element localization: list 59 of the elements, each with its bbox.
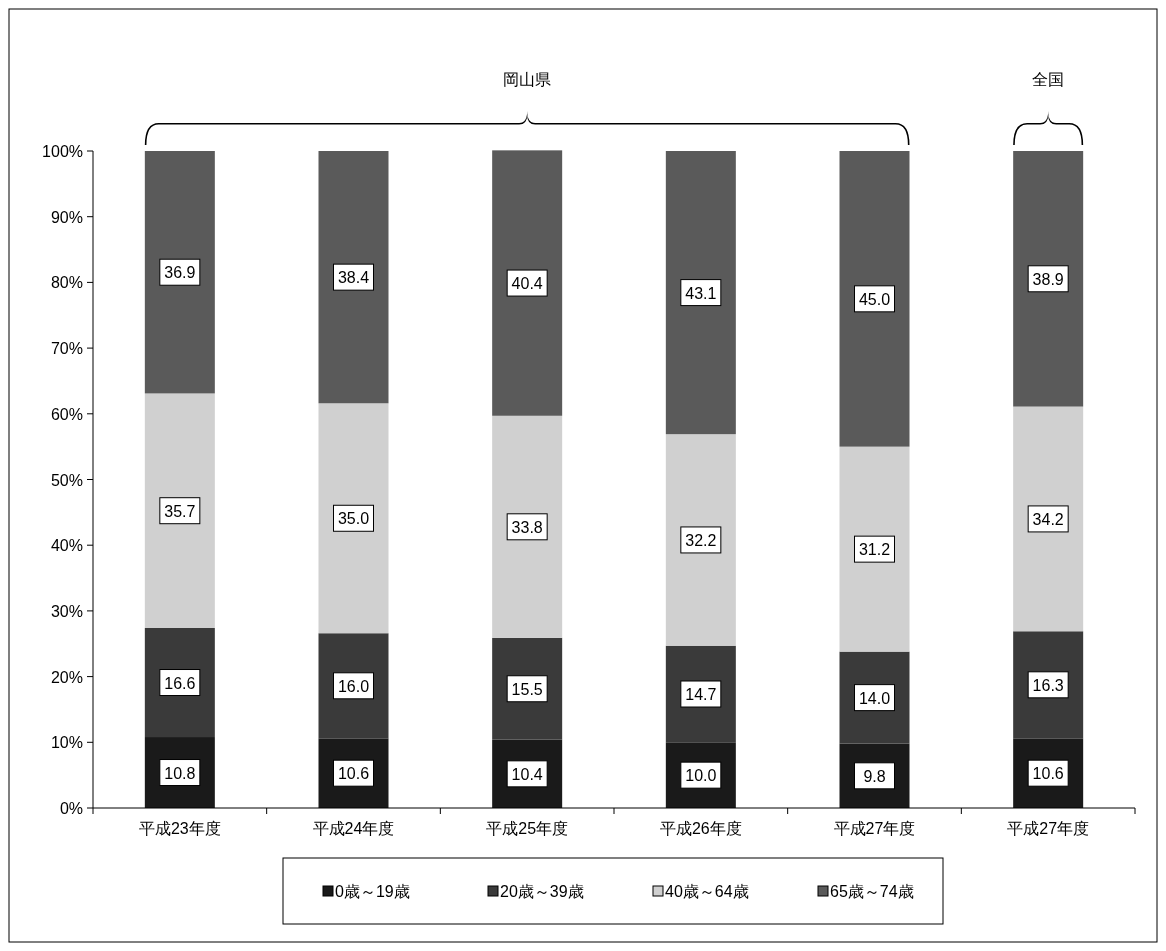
bar — [839, 446, 910, 652]
data-label: 10.8 — [164, 764, 196, 782]
bar — [492, 150, 563, 416]
data-label: 16.3 — [1032, 676, 1064, 694]
data-label: 36.9 — [164, 264, 196, 282]
data-label: 38.9 — [1032, 270, 1064, 288]
bar — [318, 403, 389, 634]
data-label: 16.0 — [337, 677, 370, 695]
data-label: 10.6 — [1032, 765, 1064, 783]
data-label: 15.5 — [511, 680, 543, 698]
bar — [665, 151, 736, 435]
data-label: 9.8 — [863, 767, 886, 785]
y-tick-label: 90% — [50, 208, 83, 226]
data-label: 32.2 — [685, 531, 717, 549]
bar — [492, 415, 563, 638]
bar — [318, 151, 389, 404]
bar — [144, 393, 215, 628]
data-label: 16.6 — [164, 674, 196, 692]
data-label: 43.1 — [685, 284, 717, 302]
bar — [144, 151, 215, 394]
y-tick-label: 80% — [50, 274, 83, 292]
y-tick-label: 70% — [50, 340, 83, 358]
legend-label: 65歳～74歳 — [830, 883, 914, 900]
data-label: 40.4 — [511, 275, 543, 293]
x-tick-label: 平成27年度 — [833, 820, 916, 837]
x-tick-label: 平成27年度 — [1007, 820, 1090, 837]
data-label: 38.4 — [337, 269, 370, 287]
bar — [1013, 406, 1084, 632]
text: 全国 — [1032, 71, 1065, 88]
y-tick-label: 20% — [50, 668, 83, 686]
data-label: 14.0 — [858, 689, 891, 707]
y-tick-label: 100% — [42, 143, 83, 160]
data-label: 31.2 — [858, 541, 891, 559]
x-tick-label: 平成23年度 — [138, 820, 221, 837]
data-label: 35.0 — [337, 510, 370, 528]
bar — [1013, 151, 1084, 407]
y-tick-label: 30% — [50, 602, 83, 620]
y-tick-label: 40% — [50, 537, 83, 555]
legend-label: 20歳～39歳 — [500, 883, 584, 900]
data-label: 10.4 — [511, 765, 543, 783]
data-label: 45.0 — [858, 290, 891, 308]
bar — [665, 434, 736, 646]
y-tick-label: 50% — [50, 471, 83, 489]
x-tick-label: 平成25年度 — [486, 820, 569, 837]
data-label: 10.6 — [337, 765, 370, 783]
x-tick-label: 平成26年度 — [659, 820, 742, 837]
y-tick-label: 0% — [59, 800, 83, 817]
data-label: 35.7 — [164, 502, 196, 520]
data-label: 33.8 — [511, 518, 543, 536]
x-tick-label: 平成24年度 — [312, 820, 395, 837]
y-tick-label: 10% — [50, 734, 83, 752]
bar — [839, 151, 910, 447]
y-tick-label: 60% — [50, 405, 83, 423]
data-label: 10.0 — [685, 767, 717, 785]
data-label: 34.2 — [1032, 510, 1064, 528]
legend-label: 0歳～19歳 — [335, 883, 410, 900]
text: 岡山県 — [503, 71, 552, 88]
legend-label: 40歳～64歳 — [665, 883, 749, 900]
data-label: 14.7 — [685, 686, 717, 704]
